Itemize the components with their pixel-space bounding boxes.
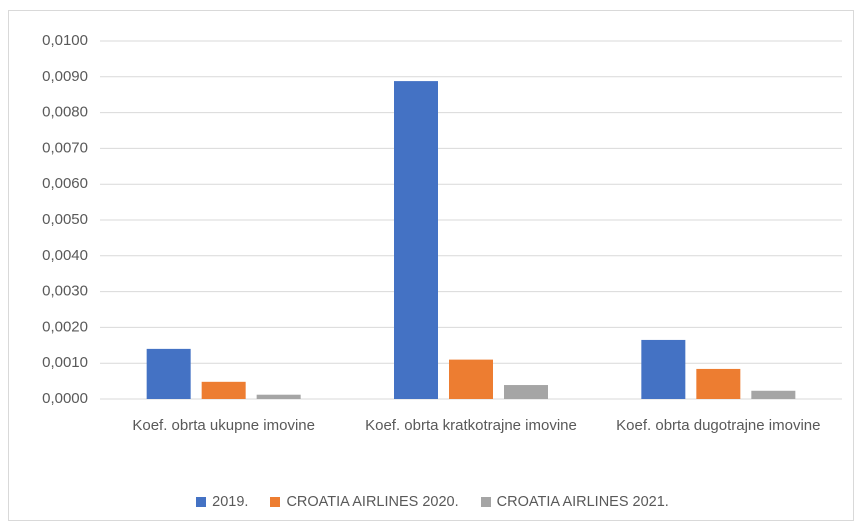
bar — [696, 368, 741, 399]
legend-item: CROATIA AIRLINES 2021. — [480, 494, 669, 510]
bar — [449, 359, 493, 399]
y-tick-label: 0,0000 — [42, 390, 88, 407]
legend-swatch — [196, 497, 207, 507]
y-tick-label: 0,0070 — [42, 139, 88, 156]
legend: 2019. CROATIA AIRLINES 2020. CROATIA AIRLI… — [0, 494, 865, 510]
legend-swatch — [480, 497, 491, 507]
bar — [201, 381, 246, 399]
y-tick-label: 0,0030 — [42, 283, 88, 300]
bar — [394, 81, 438, 399]
y-tick-label: 0,0090 — [42, 68, 88, 85]
x-tick-label: Koef. obrta ukupne imovine — [132, 417, 315, 434]
y-tick-label: 0,0100 — [42, 32, 88, 49]
legend-swatch — [270, 497, 281, 507]
y-tick-label: 0,0040 — [42, 247, 88, 264]
y-tick-label: 0,0080 — [42, 104, 88, 121]
legend-label: CROATIA AIRLINES 2020. — [286, 494, 459, 510]
y-tick-label: 0,0010 — [42, 354, 88, 371]
bar — [751, 390, 796, 399]
y-tick-label: 0,0020 — [42, 318, 88, 335]
legend-item: 2019. — [196, 494, 248, 510]
legend-label: 2019. — [212, 494, 249, 510]
bar — [504, 385, 548, 399]
bar — [256, 394, 301, 399]
bar — [641, 339, 686, 399]
bar — [146, 348, 191, 399]
x-tick-label: Koef. obrta kratkotrajne imovine — [365, 417, 577, 434]
legend-item: CROATIA AIRLINES 2020. — [270, 494, 459, 510]
y-tick-label: 0,0050 — [42, 211, 88, 228]
x-tick-label: Koef. obrta dugotrajne imovine — [616, 417, 821, 434]
legend-label: CROATIA AIRLINES 2021. — [496, 494, 669, 510]
y-tick-label: 0,0060 — [42, 175, 88, 192]
chart-frame — [8, 10, 854, 521]
